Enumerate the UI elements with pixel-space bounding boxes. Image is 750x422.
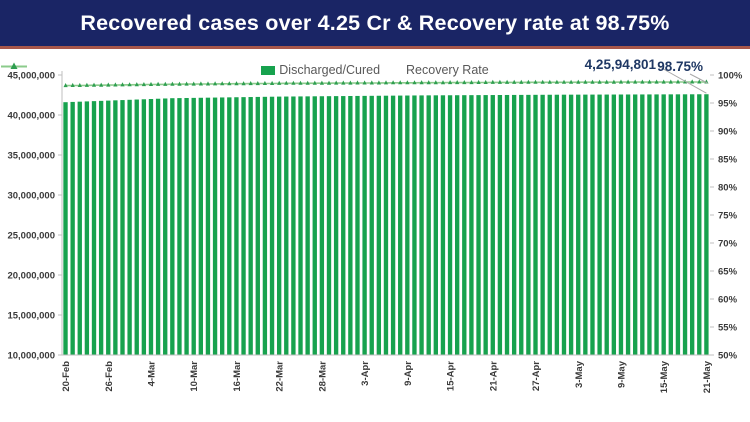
y-axis-left-labels: 45,000,000 40,000,000 35,000,000 30,000,000…	[7, 71, 55, 362]
svg-text:70%: 70%	[718, 239, 738, 250]
svg-text:35,000,000: 35,000,000	[7, 151, 55, 162]
svg-text:16-Mar: 16-Mar	[232, 361, 243, 392]
chart-canvas: 45,000,000 40,000,000 35,000,000 30,000,000…	[7, 65, 743, 393]
svg-text:40,000,000: 40,000,000	[7, 111, 55, 122]
svg-text:30,000,000: 30,000,000	[7, 191, 55, 202]
total-recovered-callout: 4,25,94,801	[584, 57, 656, 72]
svg-text:80%: 80%	[718, 183, 738, 194]
page-title: Recovered cases over 4.25 Cr & Recovery …	[80, 10, 670, 35]
callout-leader-lines	[657, 65, 708, 94]
svg-text:85%: 85%	[718, 155, 738, 166]
svg-text:9-May: 9-May	[617, 360, 628, 388]
svg-text:25,000,000: 25,000,000	[7, 231, 55, 242]
svg-text:75%: 75%	[718, 211, 738, 222]
y-axis-right-labels: 100% 95% 90% 85% 80% 75% 70% 65% 60% 55% 50%	[718, 71, 743, 362]
svg-text:20,000,000: 20,000,000	[7, 271, 55, 282]
svg-text:26-Feb: 26-Feb	[104, 361, 115, 392]
svg-text:10,000,000: 10,000,000	[7, 351, 55, 362]
svg-text:15-Apr: 15-Apr	[446, 361, 457, 391]
svg-text:65%: 65%	[718, 267, 738, 278]
bars-series	[63, 94, 709, 356]
svg-text:21-Apr: 21-Apr	[488, 361, 499, 391]
svg-text:90%: 90%	[718, 127, 738, 138]
svg-text:20-Feb: 20-Feb	[61, 361, 72, 392]
svg-text:15-May: 15-May	[659, 360, 670, 393]
svg-text:15,000,000: 15,000,000	[7, 311, 55, 322]
svg-text:27-Apr: 27-Apr	[531, 361, 542, 391]
svg-text:45,000,000: 45,000,000	[7, 71, 55, 82]
svg-text:9-Apr: 9-Apr	[403, 361, 414, 386]
svg-text:60%: 60%	[718, 295, 738, 306]
x-axis-date-labels: 20-Feb 26-Feb 4-Mar 10-Mar 16-Mar 22-Mar 28-Ma…	[61, 360, 713, 393]
svg-text:21-May: 21-May	[702, 360, 713, 393]
svg-text:50%: 50%	[718, 351, 738, 362]
svg-text:22-Mar: 22-Mar	[275, 361, 286, 392]
svg-text:3-May: 3-May	[574, 360, 585, 388]
chart-area: 45,000,000 40,000,000 35,000,000 30,000,000…	[0, 49, 750, 422]
svg-text:10-Mar: 10-Mar	[189, 361, 200, 392]
svg-text:100%: 100%	[718, 71, 743, 82]
svg-text:4-Mar: 4-Mar	[147, 361, 158, 387]
axes	[58, 71, 714, 356]
recovery-rate-markers	[63, 79, 709, 88]
recovery-rate-callout: 98.75%	[657, 59, 703, 74]
svg-text:28-Mar: 28-Mar	[317, 361, 328, 392]
svg-text:55%: 55%	[718, 323, 738, 334]
title-banner: Recovered cases over 4.25 Cr & Recovery …	[0, 0, 750, 49]
svg-text:3-Apr: 3-Apr	[360, 361, 371, 386]
svg-text:95%: 95%	[718, 99, 738, 110]
